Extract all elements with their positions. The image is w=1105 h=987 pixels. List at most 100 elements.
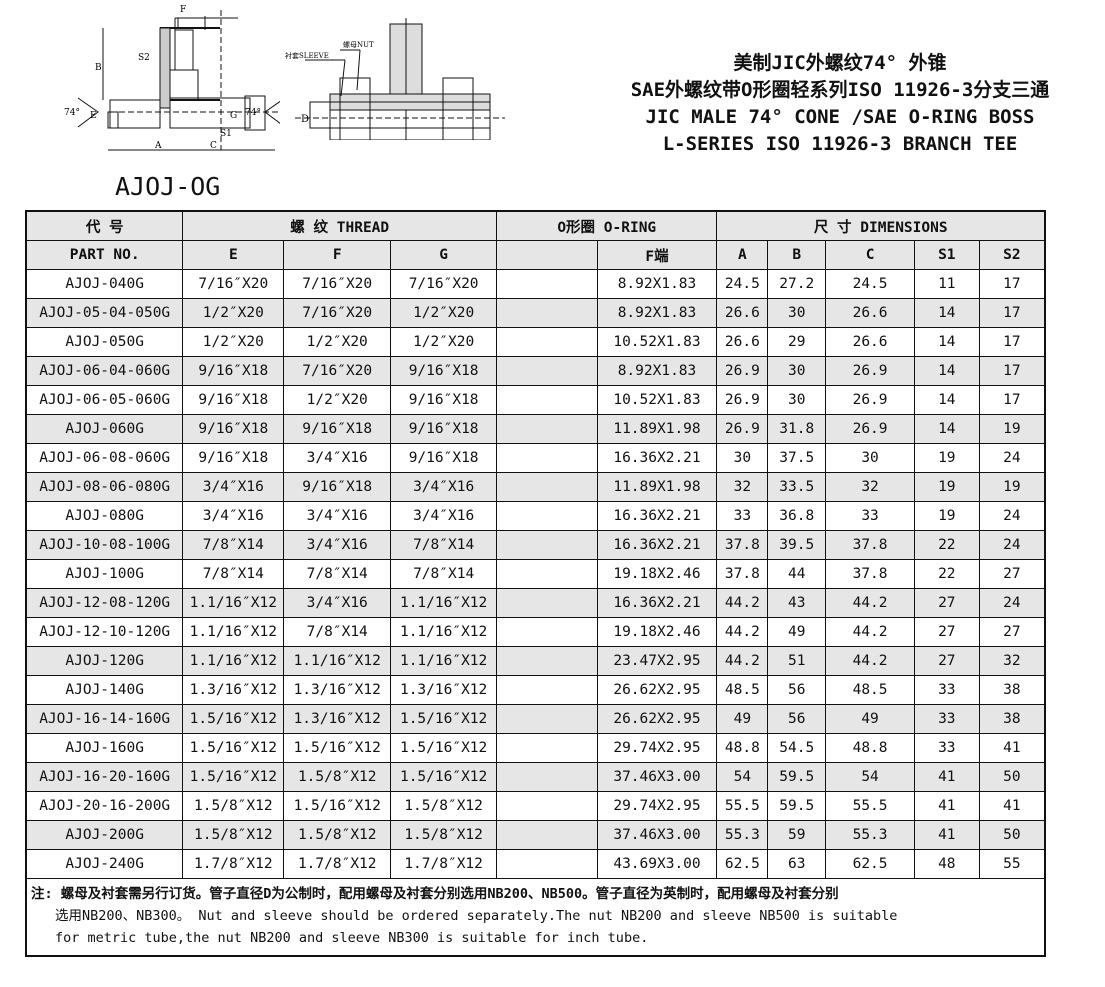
table-row: AJOJ-06-05-060G 9/16″X18 1/2″X20 9/16″X18 10… [25, 385, 1046, 415]
title-cn-2: SAE外螺纹带O形圈轻系列ISO 11926-3分支三通 [630, 79, 1050, 101]
table-cell: 29.74X2.95 [596, 791, 718, 821]
table-cell: 17 [978, 385, 1046, 415]
part-number-cell: AJOJ-120G [25, 646, 184, 676]
table-cell: 38 [978, 675, 1046, 705]
table-cell: 37.8 [716, 559, 769, 589]
table-row: AJOJ-200G 1.5/8″X12 1.5/8″X12 1.5/8″X12 37.4… [25, 820, 1046, 850]
table-cell: 30 [767, 356, 827, 386]
part-number-cell: AJOJ-06-08-060G [25, 443, 184, 473]
table-cell: 50 [978, 762, 1046, 792]
table-cell: 22 [913, 559, 980, 589]
table-cell: 11.89X1.98 [596, 414, 718, 444]
table-cell: 49 [716, 704, 769, 734]
table-cell: 26.9 [716, 414, 769, 444]
table-cell: 1.5/16″X12 [182, 762, 285, 792]
table-cell: 62.5 [716, 849, 769, 879]
table-row: AJOJ-040G 7/16″X20 7/16″X20 7/16″X20 8.92X1.… [25, 269, 1046, 299]
table-cell [496, 414, 598, 444]
table-cell: 14 [913, 385, 980, 415]
table-cell: 19 [978, 414, 1046, 444]
table-cell [496, 675, 598, 705]
table-cell: 14 [913, 327, 980, 357]
note-line2: 选用NB200、NB300。 Nut and sleeve should be … [55, 908, 898, 924]
table-cell: 9/16″X18 [182, 414, 285, 444]
table-cell: 48.8 [716, 733, 769, 763]
table-cell: 48.5 [825, 675, 915, 705]
table-row: AJOJ-16-20-160G 1.5/16″X12 1.5/8″X12 1.5/16… [25, 762, 1046, 792]
table-cell: 55.5 [716, 791, 769, 821]
table-cell: 41 [978, 733, 1046, 763]
table-cell: 1.1/16″X12 [390, 617, 498, 647]
table-cell: 24.5 [825, 269, 915, 299]
table-cell: 9/16″X18 [390, 356, 498, 386]
table-cell [496, 704, 598, 734]
table-cell: 7/16″X20 [283, 269, 392, 299]
table-cell: 56 [767, 675, 827, 705]
table-cell: 30 [716, 443, 769, 473]
table-cell: 26.9 [716, 385, 769, 415]
table-cell: 3/4″X16 [390, 501, 498, 531]
tee-dimension-drawing: F B S2 74° E 74° G S1 A C [64, 5, 280, 151]
table-cell: 17 [978, 298, 1046, 328]
part-number-cell: AJOJ-160G [25, 733, 184, 763]
table-cell: 62.5 [825, 849, 915, 879]
table-row: AJOJ-06-08-060G 9/16″X18 3/4″X16 9/16″X18 16… [25, 443, 1046, 473]
table-cell: 17 [978, 356, 1046, 386]
table-cell: 1.5/16″X12 [182, 733, 285, 763]
table-cell [496, 269, 598, 299]
table-row: AJOJ-06-04-060G 9/16″X18 7/16″X20 9/16″X18 8… [25, 356, 1046, 386]
table-cell: 24 [978, 588, 1046, 618]
column-header: S2 [978, 240, 1046, 270]
table-cell: 27 [978, 559, 1046, 589]
table-row: AJOJ-140G 1.3/16″X12 1.3/16″X12 1.3/16″X12 2… [25, 675, 1046, 705]
note-line1: 注: 螺母及衬套需另行订货。管子直径D为公制时，配用螺母及衬套分别选用NB200… [31, 886, 839, 902]
table-cell: 33.5 [767, 472, 827, 502]
column-header: B [767, 240, 827, 270]
table-cell: 14 [913, 414, 980, 444]
table-row: AJOJ-12-08-120G 1.1/16″X12 3/4″X16 1.1/16″X… [25, 588, 1046, 618]
table-cell: 1.1/16″X12 [283, 646, 392, 676]
table-cell: 30 [767, 385, 827, 415]
part-number-cell: AJOJ-12-10-120G [25, 617, 184, 647]
table-cell: 1.1/16″X12 [182, 646, 285, 676]
table-cell: 26.62X2.95 [596, 704, 718, 734]
table-cell [496, 327, 598, 357]
table-row: AJOJ-05-04-050G 1/2″X20 7/16″X20 1/2″X20 8.9… [25, 298, 1046, 328]
table-cell: 32 [825, 472, 915, 502]
part-number-cell: AJOJ-240G [25, 849, 184, 879]
table-cell: 43.69X3.00 [596, 849, 718, 879]
table-cell: 32 [978, 646, 1046, 676]
table-row: AJOJ-050G 1/2″X20 1/2″X20 1/2″X20 10.52X1.83… [25, 327, 1046, 357]
column-header: PART NO. [25, 240, 184, 270]
table-cell: 26.6 [825, 298, 915, 328]
table-cell: 29 [767, 327, 827, 357]
table-cell: 1.3/16″X12 [283, 675, 392, 705]
title-en-2: L-SERIES ISO 11926-3 BRANCH TEE [662, 133, 1018, 155]
table-cell: 31.8 [767, 414, 827, 444]
table-cell: 55.5 [825, 791, 915, 821]
table-cell [496, 733, 598, 763]
table-cell: 26.62X2.95 [596, 675, 718, 705]
table-cell: 36.8 [767, 501, 827, 531]
table-cell: 1.5/8″X12 [390, 820, 498, 850]
table-row: AJOJ-160G 1.5/16″X12 1.5/16″X12 1.5/16″X12 2… [25, 733, 1046, 763]
table-cell: 41 [913, 820, 980, 850]
table-cell: 1.7/8″X12 [283, 849, 392, 879]
spec-table: 代 号 螺 纹 THREAD O形圈 O-RING 尺 寸 DIMENSIONS… [25, 210, 1046, 957]
table-cell: 1/2″X20 [182, 327, 285, 357]
dim-label-s2: S2 [138, 53, 150, 63]
table-cell: 38 [978, 704, 1046, 734]
table-cell: 54.5 [767, 733, 827, 763]
angle-label-right: 74° [245, 108, 261, 118]
table-cell: 16.36X2.21 [596, 443, 718, 473]
table-cell: 23.47X2.95 [596, 646, 718, 676]
table-cell: 19.18X2.46 [596, 617, 718, 647]
table-cell: 9/16″X18 [182, 443, 285, 473]
table-cell [496, 385, 598, 415]
table-cell: 33 [913, 733, 980, 763]
table-cell: 54 [716, 762, 769, 792]
table-cell: 37.8 [825, 559, 915, 589]
column-header [496, 240, 598, 270]
table-cell [496, 762, 598, 792]
table-cell: 37.8 [716, 530, 769, 560]
